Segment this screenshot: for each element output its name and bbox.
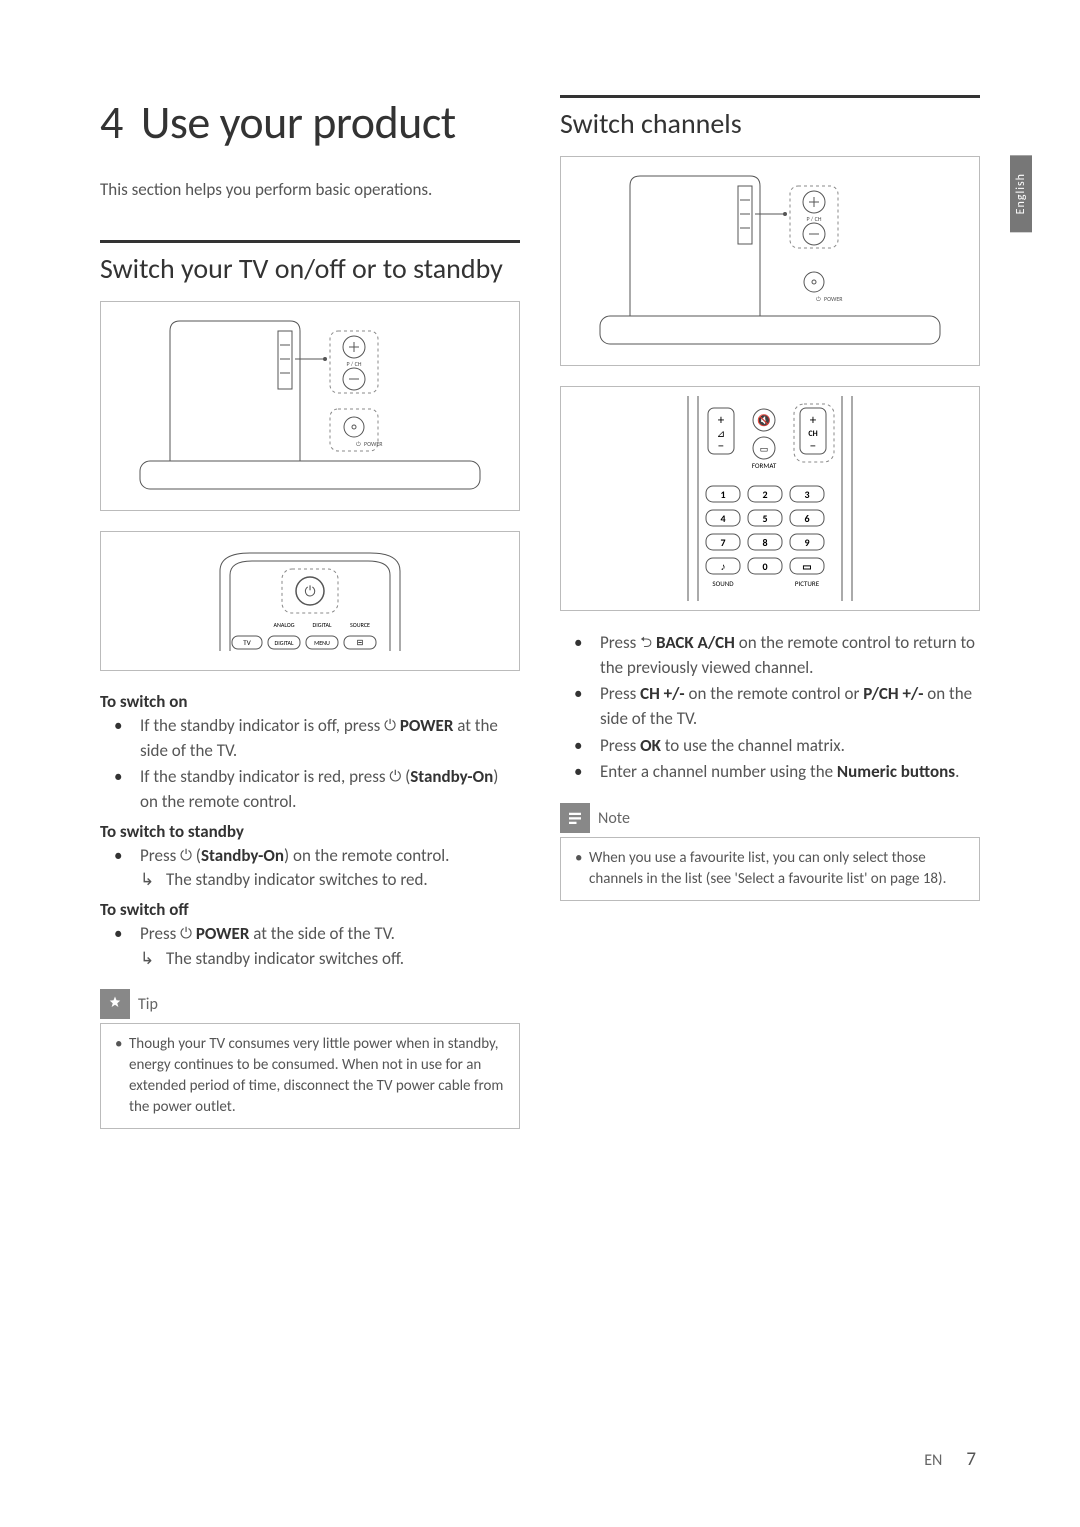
note-icon [560, 803, 590, 833]
result-text: The standby indicator switches to red. [140, 868, 520, 893]
remote-top-svg: ⏻ TV ANALOG DIGITAL DIGITAL MENU SOURCE … [160, 541, 460, 661]
list-item: Press ⮌ BACK A/CH on the remote control … [560, 631, 980, 680]
svg-text:🔇: 🔇 [757, 414, 771, 427]
svg-text:POWER: POWER [824, 295, 843, 303]
section-rule [100, 240, 520, 243]
list-item: If the standby indicator is red, press ⏻… [100, 765, 520, 814]
power-icon: ⏻ [180, 847, 192, 865]
svg-text:P / CH: P / CH [806, 215, 821, 223]
footer-page-number: 7 [966, 1448, 976, 1471]
svg-text:SOURCE: SOURCE [350, 621, 370, 629]
svg-text:4: 4 [720, 512, 725, 525]
footer-lang: EN [924, 1451, 942, 1470]
section-rule [560, 95, 980, 98]
svg-text:+: + [718, 413, 725, 428]
tip-label: Tip [138, 995, 158, 1014]
svg-text:⊟: ⊟ [357, 638, 364, 648]
svg-text:DIGITAL: DIGITAL [313, 621, 332, 629]
svg-text:CH: CH [808, 429, 817, 439]
svg-text:SOUND: SOUND [712, 579, 734, 588]
svg-text:P / CH: P / CH [346, 360, 361, 368]
svg-text:5: 5 [762, 512, 767, 525]
tip-icon [100, 989, 130, 1019]
svg-text:FORMAT: FORMAT [752, 461, 777, 470]
standby-list: Press ⏻ (Standby-On) on the remote contr… [100, 844, 520, 893]
note-label: Note [598, 809, 630, 828]
chapter-heading: 4 Use your product [100, 95, 520, 151]
figure-remote-top: ⏻ TV ANALOG DIGITAL DIGITAL MENU SOURCE … [100, 531, 520, 671]
list-item: If the standby indicator is off, press ⏻… [100, 714, 520, 763]
intro-text: This section helps you perform basic ope… [100, 179, 520, 200]
svg-text:−: − [810, 439, 816, 454]
page-footer: EN 7 [924, 1448, 976, 1471]
svg-text:0: 0 [762, 560, 767, 573]
svg-text:3: 3 [804, 488, 809, 501]
svg-text:⏻: ⏻ [304, 583, 315, 600]
page-body: 4 Use your product This section helps you… [0, 0, 1080, 1189]
off-head: To switch off [100, 899, 520, 920]
svg-text:DIGITAL: DIGITAL [275, 639, 294, 647]
svg-text:▭: ▭ [760, 444, 769, 455]
svg-text:MENU: MENU [314, 639, 330, 647]
switch-on-list: If the standby indicator is off, press ⏻… [100, 714, 520, 815]
svg-text:⏻: ⏻ [356, 440, 361, 448]
note-body: When you use a favourite list, you can o… [560, 837, 980, 901]
figure-tv-side-1: P / CH ⏻ POWER [100, 301, 520, 511]
list-item: Press CH +/- on the remote control or P/… [560, 682, 980, 731]
right-column: Switch channels P / CH ⏻ [560, 95, 980, 1129]
svg-text:⏻: ⏻ [816, 295, 821, 303]
svg-text:▭: ▭ [802, 560, 811, 573]
list-item: Press ⏻ (Standby-On) on the remote contr… [100, 844, 520, 893]
svg-text:♪: ♪ [721, 560, 726, 573]
tip-body: Though your TV consumes very little powe… [100, 1023, 520, 1129]
off-list: Press ⏻ POWER at the side of the TV. The… [100, 922, 520, 971]
svg-text:9: 9 [804, 536, 809, 549]
svg-text:ANALOG: ANALOG [274, 621, 295, 629]
switch-channels-list: Press ⮌ BACK A/CH on the remote control … [560, 631, 980, 785]
list-item: Press ⏻ POWER at the side of the TV. The… [100, 922, 520, 971]
standby-head: To switch to standby [100, 821, 520, 842]
svg-text:8: 8 [762, 536, 767, 549]
chapter-number: 4 [100, 95, 123, 151]
language-tab: English [1010, 155, 1032, 232]
svg-text:POWER: POWER [364, 440, 383, 448]
svg-text:7: 7 [720, 536, 725, 549]
svg-text:TV: TV [243, 638, 250, 647]
tip-callout: Tip Though your TV consumes very little … [100, 989, 520, 1129]
back-icon: ⮌ [640, 634, 652, 652]
svg-text:−: − [718, 439, 724, 454]
list-item: Press OK to use the channel matrix. [560, 734, 980, 759]
section-title-left: Switch your TV on/off or to standby [100, 253, 520, 285]
left-column: 4 Use your product This section helps you… [100, 95, 520, 1129]
svg-text:+: + [810, 413, 817, 428]
result-text: The standby indicator switches off. [140, 947, 520, 972]
chapter-title: Use your product [141, 95, 456, 151]
power-icon: ⏻ [389, 769, 401, 787]
list-item: Enter a channel number using the Numeric… [560, 760, 980, 785]
power-icon: ⏻ [384, 717, 396, 735]
switch-on-head: To switch on [100, 691, 520, 712]
power-icon: ⏻ [180, 925, 192, 943]
figure-remote-mid: + ⊿ − 🔇 ▭ FORMAT + CH − 1 2 3 4 [560, 386, 980, 611]
svg-text:PICTURE: PICTURE [795, 579, 820, 588]
section-title-right: Switch channels [560, 108, 980, 140]
figure-tv-side-2: P / CH ⏻ POWER [560, 156, 980, 366]
svg-text:2: 2 [762, 488, 767, 501]
tv-side-svg: P / CH ⏻ POWER [130, 311, 490, 501]
svg-text:1: 1 [720, 488, 725, 501]
svg-text:6: 6 [804, 512, 809, 525]
note-callout: Note When you use a favourite list, you … [560, 803, 980, 901]
